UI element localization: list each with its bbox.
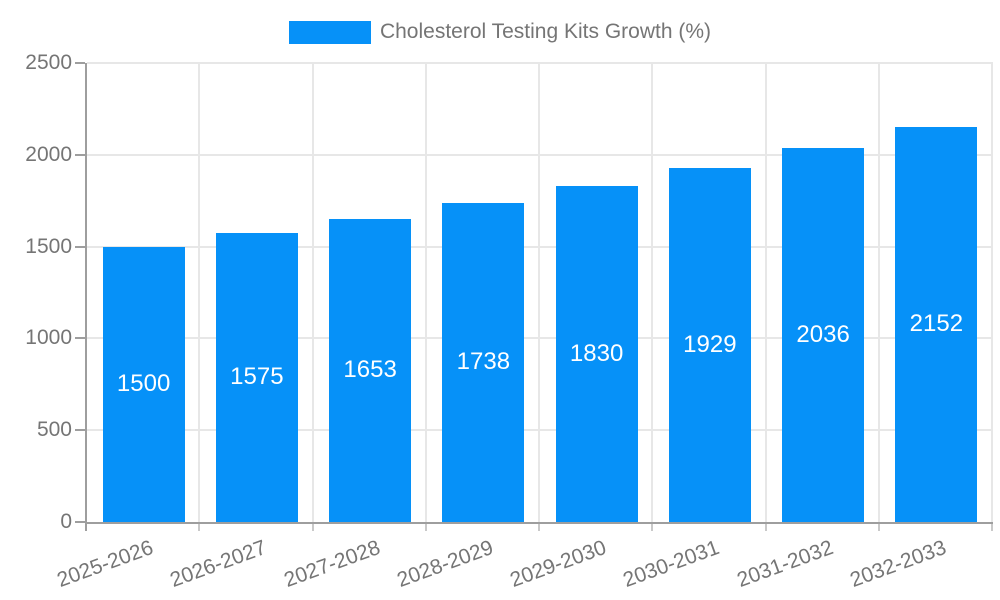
y-gridline	[87, 245, 993, 248]
legend-swatch	[288, 20, 371, 44]
x-tick-label: 2032-2033	[846, 536, 950, 592]
x-tick	[198, 524, 201, 531]
x-tick-label: 2025-2026	[54, 536, 157, 592]
x-tick-label: 2027-2028	[280, 536, 383, 592]
bar-value-label: 2152	[909, 310, 964, 338]
y-tick-label: 500	[36, 418, 72, 442]
y-tick-label: 2500	[25, 51, 72, 74]
x-tick-label: 2030-2031	[620, 536, 723, 592]
y-tick	[75, 245, 85, 248]
x-tick	[991, 524, 993, 531]
legend-label: Cholesterol Testing Kits Growth (%)	[379, 20, 712, 43]
bar[interactable]: 1500	[102, 246, 185, 522]
plot-area: 1500 1575 1653 1738 1830 1929 2036 2152	[87, 62, 993, 522]
x-tick	[538, 524, 540, 531]
y-gridline	[87, 62, 993, 64]
bar-value-label: 1738	[456, 348, 511, 376]
x-gridline	[538, 63, 540, 522]
x-tick-label: 2029-2030	[507, 536, 610, 592]
x-tick-label: 2028-2029	[393, 536, 497, 592]
y-tick-label: 1500	[25, 234, 72, 258]
x-gridline	[764, 63, 767, 522]
x-tick-label: 2026-2027	[167, 536, 270, 592]
y-tick	[75, 337, 85, 340]
y-tick	[75, 153, 85, 156]
bar-value-label: 2036	[796, 321, 850, 349]
y-tick-label: 0	[60, 510, 72, 533]
x-tick	[424, 524, 427, 531]
y-tick-label: 2000	[25, 142, 72, 166]
bar[interactable]: 2036	[782, 148, 865, 522]
bar[interactable]: 1830	[555, 186, 638, 522]
x-gridline	[311, 63, 314, 522]
x-gridline	[991, 63, 993, 522]
y-axis-line	[85, 63, 87, 531]
x-tick	[311, 524, 314, 531]
x-gridline	[424, 63, 427, 522]
y-tick-label: 1000	[25, 326, 72, 350]
bar[interactable]: 1929	[668, 167, 751, 522]
x-gridline	[651, 63, 654, 522]
bar-value-label: 1830	[569, 339, 624, 367]
bar-value-label: 1575	[230, 363, 284, 391]
bar[interactable]: 1738	[442, 202, 525, 522]
x-gridline	[198, 63, 201, 522]
bar[interactable]: 1575	[215, 232, 298, 522]
x-axis-line	[85, 522, 993, 524]
x-tick	[877, 524, 880, 531]
bar-value-label: 1500	[116, 370, 171, 398]
y-tick	[75, 521, 85, 523]
y-tick	[75, 62, 85, 64]
y-gridline	[87, 337, 993, 340]
x-tick	[764, 524, 767, 531]
legend[interactable]: Cholesterol Testing Kits Growth (%)	[0, 20, 1000, 44]
bar-value-label: 1929	[683, 330, 737, 358]
y-tick	[75, 429, 85, 432]
y-gridline	[87, 429, 993, 432]
x-tick-label: 2031-2032	[733, 536, 836, 592]
x-gridline	[877, 63, 880, 522]
bar[interactable]: 1653	[329, 218, 412, 522]
bar-value-label: 1653	[343, 356, 397, 384]
y-gridline	[87, 153, 993, 156]
bar[interactable]: 2152	[895, 126, 978, 522]
x-tick	[651, 524, 654, 531]
